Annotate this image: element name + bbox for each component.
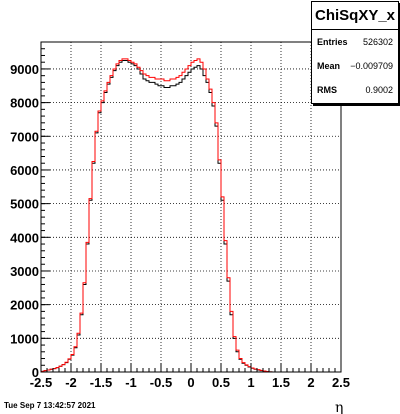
y-tick-label: 4000 bbox=[10, 230, 39, 245]
stats-label: Mean bbox=[317, 61, 341, 71]
timestamp: Tue Sep 7 13:42:57 2021 bbox=[4, 401, 96, 410]
histogram-series-1 bbox=[40, 58, 341, 373]
stats-row-rms: RMS 0.9002 bbox=[312, 78, 398, 102]
y-tick-label: 2000 bbox=[10, 298, 39, 313]
x-tick-label: 1.5 bbox=[272, 375, 290, 390]
grid bbox=[41, 42, 341, 372]
y-tick-label: 6000 bbox=[10, 163, 39, 178]
x-tick-label: 0.5 bbox=[212, 375, 230, 390]
x-tick-label: 2.5 bbox=[332, 375, 350, 390]
stats-box: ChiSqXY_x Entries 526302 Mean −0.009709 … bbox=[311, 1, 399, 104]
x-axis-label: η bbox=[335, 400, 343, 414]
x-tick-label: -0.5 bbox=[150, 375, 172, 390]
x-tick-label: -1 bbox=[125, 375, 137, 390]
x-tick-label: 0 bbox=[187, 375, 194, 390]
axes: -2.5 -2 -1.5 -1 -0.5 0 0.5 1 1.5 2 2.5 0 1000 2000 300… bbox=[10, 41, 350, 390]
stats-value: 0.9002 bbox=[365, 85, 393, 95]
stats-value: −0.009709 bbox=[350, 61, 393, 71]
y-tick-label: 5000 bbox=[10, 197, 39, 212]
y-tick-label: 0 bbox=[32, 365, 39, 380]
y-tick-label: 9000 bbox=[10, 62, 39, 77]
x-tick-label: -2 bbox=[65, 375, 77, 390]
x-tick-label: -1.5 bbox=[90, 375, 112, 390]
stats-title: ChiSqXY_x bbox=[312, 2, 398, 30]
y-tick-label: 3000 bbox=[10, 264, 39, 279]
x-tick-label: 2 bbox=[307, 375, 314, 390]
stats-label: RMS bbox=[317, 85, 337, 95]
stats-row-entries: Entries 526302 bbox=[312, 30, 398, 54]
y-tick-label: 8000 bbox=[10, 96, 39, 111]
x-tick-label: 1 bbox=[247, 375, 254, 390]
stats-label: Entries bbox=[317, 37, 348, 47]
stats-row-mean: Mean −0.009709 bbox=[312, 54, 398, 78]
x-tick-label: -2.5 bbox=[30, 375, 52, 390]
y-tick-label: 1000 bbox=[10, 331, 39, 346]
stats-value: 526302 bbox=[362, 37, 393, 47]
y-tick-label: 7000 bbox=[10, 129, 39, 144]
